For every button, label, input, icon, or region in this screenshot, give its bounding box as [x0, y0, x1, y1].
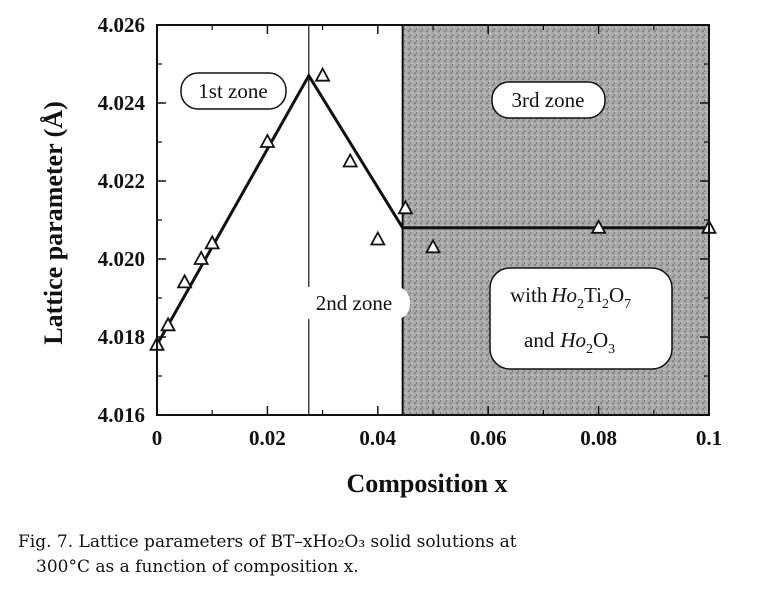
x-tick-label: 0.02 — [249, 426, 286, 450]
y-tick-label: 4.016 — [98, 403, 145, 427]
phase-annotation: with Ho2Ti2O7 and Ho2O3 — [489, 267, 673, 370]
svg-text:3rd zone: 3rd zone — [512, 88, 585, 112]
y-tick-label: 4.026 — [98, 13, 145, 37]
data-point — [369, 230, 386, 246]
y-tick-label: 4.024 — [98, 91, 146, 115]
fit-line — [155, 72, 709, 346]
data-point — [193, 250, 210, 265]
data-point — [424, 238, 442, 254]
data-point — [160, 316, 177, 332]
data-point — [204, 234, 221, 250]
x-axis-title: Composition x — [346, 469, 507, 498]
zone-label-3: 3rd zone — [491, 81, 606, 119]
caption-line-1: Fig. 7. Lattice parameters of BT–xHo₂O₃ … — [18, 532, 517, 552]
x-tick-label: 0.06 — [470, 426, 507, 450]
y-tick-label: 4.020 — [98, 247, 145, 271]
y-axis-title: Lattice parameter (Å) — [39, 101, 68, 345]
x-tick-label: 0 — [152, 426, 163, 450]
data-point — [590, 218, 607, 234]
lattice-parameter-chart: 0 0.02 0.04 0.06 0.08 0.1 4.016 4.018 4.020 4.022… — [39, 13, 722, 498]
y-tick-label: 4.018 — [98, 325, 145, 349]
svg-text:2nd zone: 2nd zone — [316, 291, 392, 315]
x-tick-label: 0.1 — [696, 426, 722, 450]
x-tick-label: 0.08 — [580, 426, 617, 450]
zone-label-1: 1st zone — [180, 72, 287, 110]
data-point — [176, 273, 193, 289]
zone-label-2: 2nd zone — [298, 286, 410, 320]
caption-line-2: 300°C as a function of composition x. — [36, 557, 359, 577]
figure-caption: Fig. 7. Lattice parameters of BT–xHo₂O₃ … — [18, 530, 758, 580]
data-point — [259, 133, 276, 148]
data-point — [314, 66, 331, 82]
y-tick-label: 4.022 — [98, 169, 145, 193]
data-point — [342, 152, 359, 168]
svg-text:1st zone: 1st zone — [198, 79, 267, 103]
data-point — [397, 199, 414, 215]
x-tick-label: 0.04 — [359, 426, 396, 450]
